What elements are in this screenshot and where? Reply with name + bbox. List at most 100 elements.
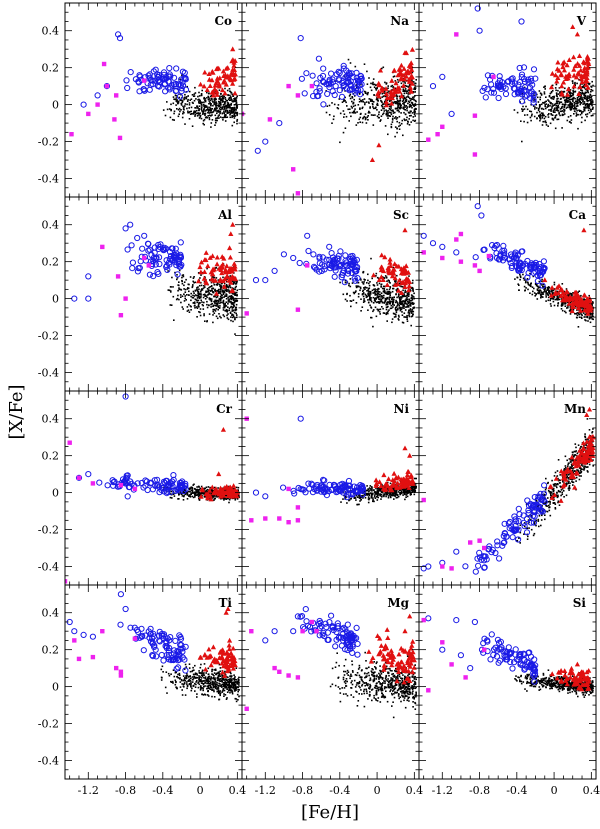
thin-disc-point	[407, 305, 409, 307]
thin-disc-point	[401, 302, 404, 305]
thin-disc-point	[578, 316, 581, 318]
thin-disc-point	[582, 86, 585, 88]
thick-disc-point	[160, 71, 168, 79]
thin-disc-point	[175, 97, 178, 99]
alpha-rich-point	[210, 253, 216, 259]
thin-disc-point	[414, 115, 416, 117]
thin-disc-point	[382, 107, 384, 110]
thin-disc-point	[387, 110, 389, 112]
thin-disc-point	[404, 84, 407, 87]
thin-disc-point	[232, 297, 234, 300]
thin-disc-point	[231, 308, 234, 310]
thin-disc-point	[235, 285, 237, 288]
thin-disc-point	[200, 94, 203, 97]
halo-point	[458, 231, 464, 237]
thin-disc-point	[218, 98, 220, 100]
thin-disc-point	[408, 315, 411, 318]
alpha-rich-point	[198, 269, 204, 275]
thin-disc-point	[549, 292, 551, 295]
thin-disc-point	[379, 313, 381, 315]
thin-disc-point	[236, 113, 238, 115]
thick-disc-point	[181, 69, 188, 76]
thin-disc-point	[181, 280, 183, 283]
thin-disc-point	[414, 108, 416, 111]
thin-disc-point	[395, 311, 398, 314]
thin-disc-point	[543, 291, 545, 293]
thin-disc-point	[188, 104, 191, 106]
alpha-rich-point	[228, 70, 234, 76]
thin-disc-point	[233, 117, 236, 119]
alpha-rich-point	[581, 72, 588, 77]
thin-disc-point	[226, 290, 228, 293]
thin-disc-point	[561, 105, 564, 108]
thin-disc-point	[217, 290, 219, 292]
thin-disc-point	[391, 318, 394, 320]
halo-point	[146, 263, 151, 268]
thick-disc-point	[505, 78, 512, 85]
alpha-rich-point	[578, 308, 584, 313]
thin-disc-point	[387, 312, 389, 315]
thin-disc-point	[193, 301, 196, 303]
thin-disc-point	[390, 113, 393, 116]
thin-disc-point	[372, 106, 374, 108]
thin-disc-point	[227, 106, 229, 108]
thin-disc-point	[190, 299, 192, 302]
thin-disc-point	[578, 290, 581, 292]
alpha-rich-point	[399, 280, 405, 286]
thin-disc-point	[362, 101, 365, 103]
thin-disc-point	[204, 106, 207, 108]
alpha-rich-point	[578, 67, 584, 73]
thin-disc-point	[348, 282, 350, 285]
thin-disc-point	[331, 102, 333, 104]
thin-disc-point	[196, 294, 198, 297]
thin-disc-point	[409, 305, 412, 307]
thin-disc-point	[204, 320, 206, 322]
thick-disc-point	[316, 85, 323, 92]
thin-disc-point	[187, 98, 189, 101]
thin-disc-point	[392, 266, 394, 269]
thin-disc-point	[215, 277, 218, 279]
thin-disc-point	[591, 98, 593, 101]
thin-disc-point	[541, 115, 544, 117]
thin-disc-point	[179, 294, 182, 296]
thin-disc-point	[411, 112, 414, 114]
thin-disc-point	[553, 296, 556, 298]
thin-disc-point	[204, 114, 206, 117]
thin-disc-point	[168, 289, 171, 292]
thin-disc-point	[179, 78, 181, 81]
alpha-rich-point	[585, 84, 591, 90]
thin-disc-point	[225, 293, 227, 295]
alpha-rich-point	[203, 250, 209, 255]
alpha-rich-point	[395, 72, 401, 78]
thin-disc-point	[587, 109, 590, 112]
thin-disc-point	[210, 126, 212, 128]
thin-disc-point	[348, 95, 351, 97]
thin-disc-point	[190, 98, 193, 100]
thick-disc-point	[127, 69, 134, 76]
thick-disc-point	[324, 90, 331, 98]
thin-disc-point	[374, 288, 376, 290]
thin-disc-point	[205, 290, 208, 293]
halo-point	[421, 250, 426, 255]
thin-disc-point	[561, 103, 564, 105]
thin-disc-point	[212, 291, 215, 294]
thin-disc-point	[389, 303, 391, 305]
thin-disc-point	[178, 113, 180, 115]
thin-disc-point	[348, 120, 350, 122]
thin-disc-point	[193, 99, 196, 102]
thin-disc-point	[169, 496, 172, 499]
thin-disc-point	[403, 104, 406, 107]
y-tick-label: -0.2	[38, 136, 59, 149]
thin-disc-point	[213, 494, 216, 497]
thick-disc-point	[488, 89, 495, 96]
thin-disc-point	[562, 96, 564, 99]
thin-disc-point	[383, 107, 385, 110]
thin-disc-point	[570, 98, 572, 101]
thin-disc-point	[367, 119, 369, 121]
thin-disc-point	[224, 102, 226, 105]
thin-disc-point	[167, 270, 169, 272]
thin-disc-point	[198, 117, 201, 119]
thin-disc-point	[168, 108, 171, 110]
thin-disc-point	[547, 299, 550, 302]
thin-disc-point	[193, 276, 195, 278]
